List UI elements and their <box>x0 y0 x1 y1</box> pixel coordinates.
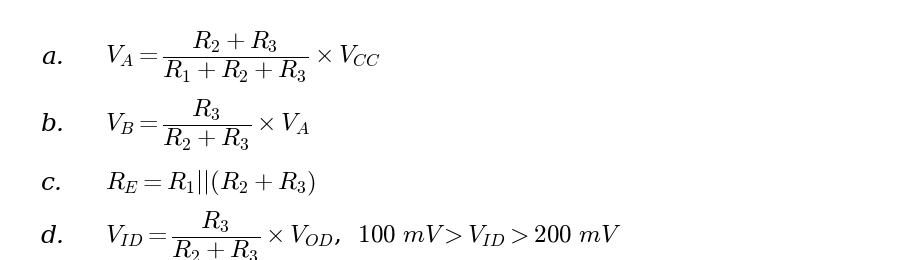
Text: $V_{ID} = \dfrac{R_3}{R_2+R_3} \times V_{OD}$,  $100\ mV > V_{ID} > 200\ mV$: $V_{ID} = \dfrac{R_3}{R_2+R_3} \times V_… <box>105 210 622 260</box>
Text: a.: a. <box>41 46 64 69</box>
Text: d.: d. <box>41 225 65 248</box>
Text: c.: c. <box>41 172 63 195</box>
Text: $R_E = R_1||(R_2 + R_3)$: $R_E = R_1||(R_2 + R_3)$ <box>105 169 315 198</box>
Text: $V_A = \dfrac{R_2+R_3}{R_1+R_2+R_3} \times V_{CC}$: $V_A = \dfrac{R_2+R_3}{R_1+R_2+R_3} \tim… <box>105 30 380 84</box>
Text: $V_B = \dfrac{R_3}{R_2+R_3} \times V_A$: $V_B = \dfrac{R_3}{R_2+R_3} \times V_A$ <box>105 98 309 152</box>
Text: b.: b. <box>41 113 65 136</box>
